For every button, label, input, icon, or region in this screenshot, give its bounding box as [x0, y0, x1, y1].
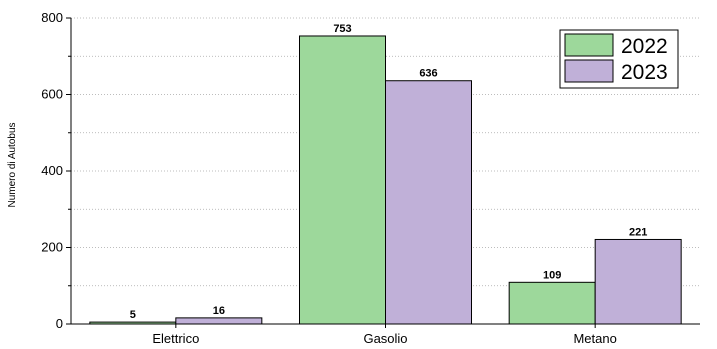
bar-2022-metano: [508, 281, 596, 325]
data-label: 16: [213, 305, 225, 317]
bar-2023-elettrico: [175, 317, 263, 325]
x-category-label: Metano: [573, 331, 616, 346]
y-tick-label: 800: [41, 10, 63, 25]
y-axis-title: Numero di Autobus: [7, 122, 18, 207]
y-tick-label: 0: [56, 316, 63, 331]
legend-label: 2023: [621, 61, 668, 84]
x-category-label: Elettrico: [152, 331, 199, 346]
data-labels: 5 16 753 636 109 221: [130, 23, 648, 321]
data-label: 109: [543, 269, 561, 281]
y-ticks: 0 200 400 600 800: [41, 10, 71, 331]
bar-2023-gasolio: [385, 80, 472, 325]
data-label: 221: [629, 226, 647, 238]
bars: [89, 35, 682, 325]
data-label: 753: [333, 23, 351, 35]
data-label: 636: [419, 68, 437, 80]
bar-2022-gasolio: [299, 35, 386, 325]
bar-2023-metano: [594, 238, 682, 325]
legend-swatch: [564, 59, 614, 83]
x-category-labels: Elettrico Gasolio Metano: [152, 324, 617, 346]
y-tick-label: 200: [41, 240, 63, 255]
legend: 2022 2023: [559, 29, 679, 89]
data-label: 5: [130, 309, 136, 321]
x-category-label: Gasolio: [363, 331, 407, 346]
legend-swatch: [564, 33, 614, 57]
y-tick-label: 400: [41, 163, 63, 178]
y-tick-label: 600: [41, 87, 63, 102]
legend-label: 2022: [621, 35, 668, 58]
